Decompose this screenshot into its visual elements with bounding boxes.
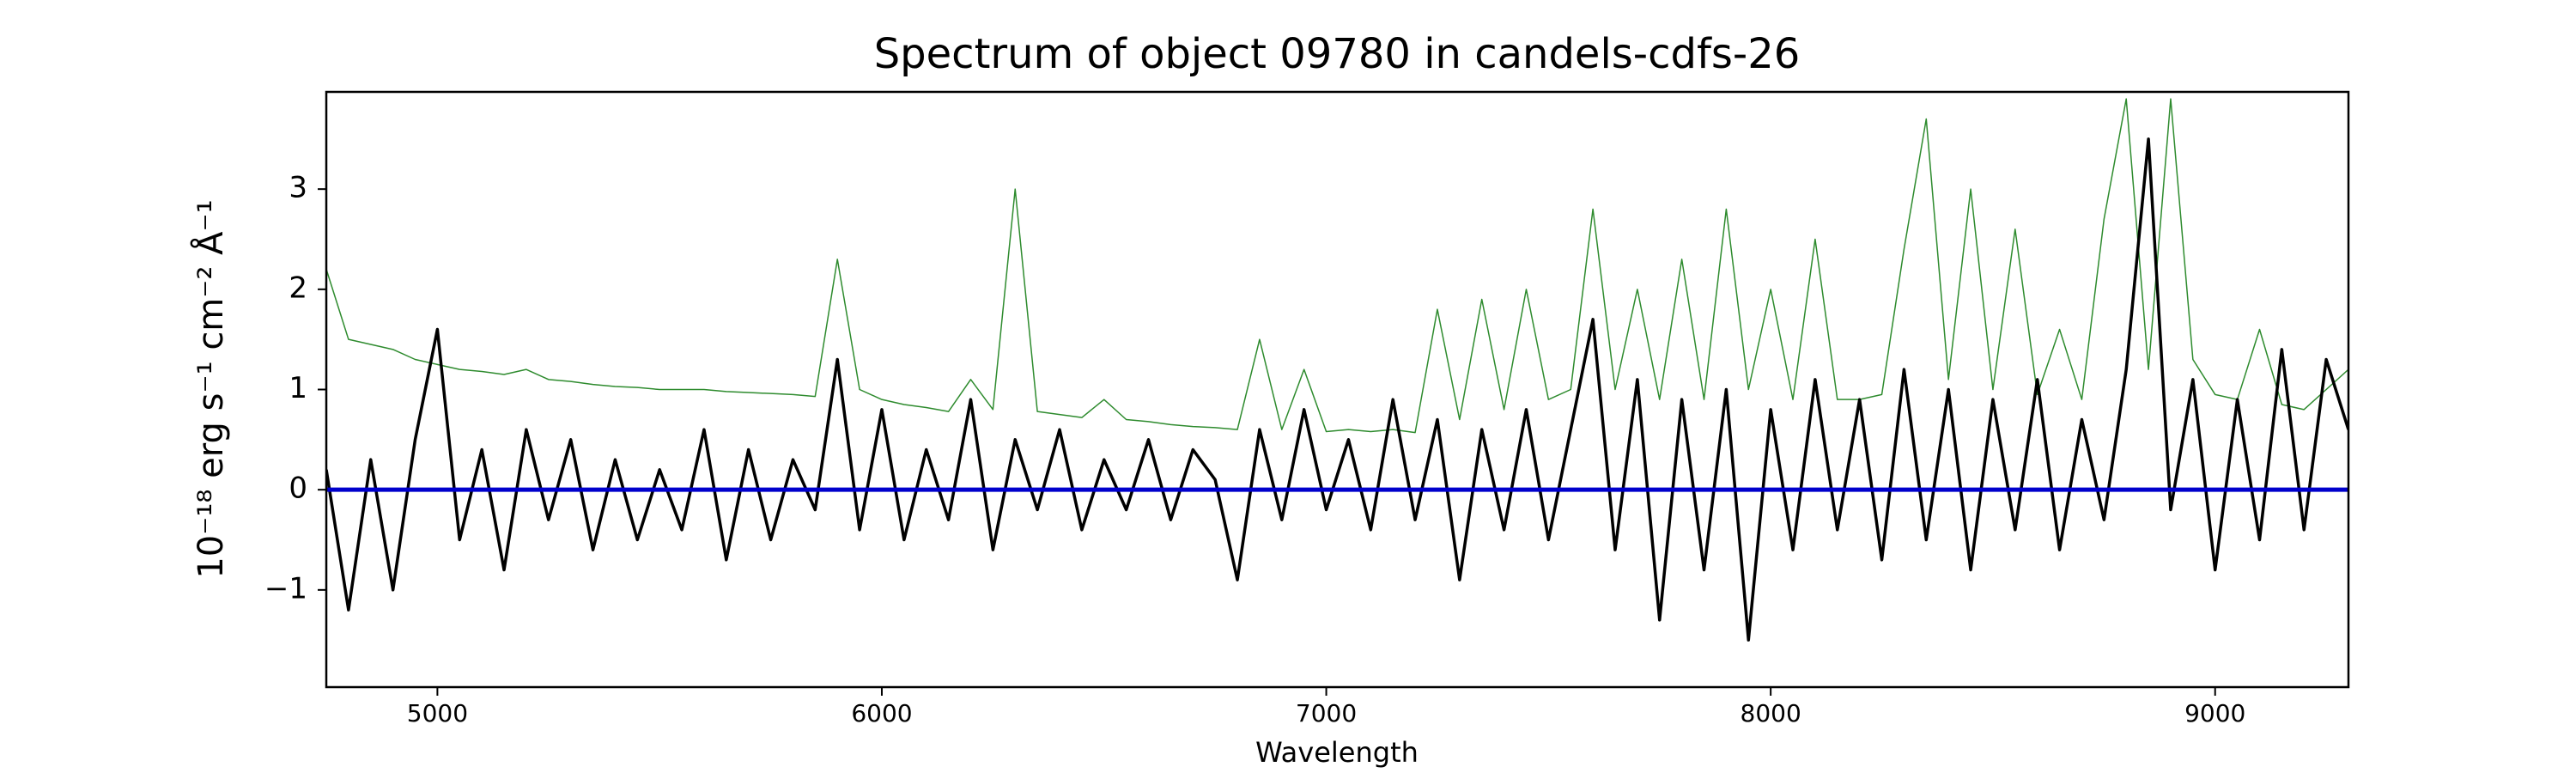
- x-tick-label: 5000: [407, 699, 468, 727]
- x-axis-label: Wavelength: [1255, 736, 1419, 769]
- plot-area: [326, 98, 2348, 642]
- axes-frame: [325, 90, 2350, 689]
- y-tick-label: 2: [289, 271, 307, 305]
- y-tick-label: 3: [289, 171, 307, 205]
- y-tick-label: 1: [289, 371, 307, 405]
- y-tick-label: −1: [264, 571, 307, 606]
- x-tick-label: 7000: [1296, 699, 1357, 727]
- y-tick-label: 0: [289, 472, 307, 506]
- x-tick-label: 6000: [851, 699, 912, 727]
- spectrum-line: [326, 137, 2348, 642]
- x-tick-label: 8000: [1741, 699, 1801, 727]
- y-axis-label: 10⁻¹⁸ erg s⁻¹ cm⁻² Å⁻¹: [190, 199, 231, 578]
- spectrum-line: [326, 98, 2348, 434]
- chart-title: Spectrum of object 09780 in candels-cdfs…: [874, 30, 1801, 78]
- x-tick-label: 9000: [2184, 699, 2245, 727]
